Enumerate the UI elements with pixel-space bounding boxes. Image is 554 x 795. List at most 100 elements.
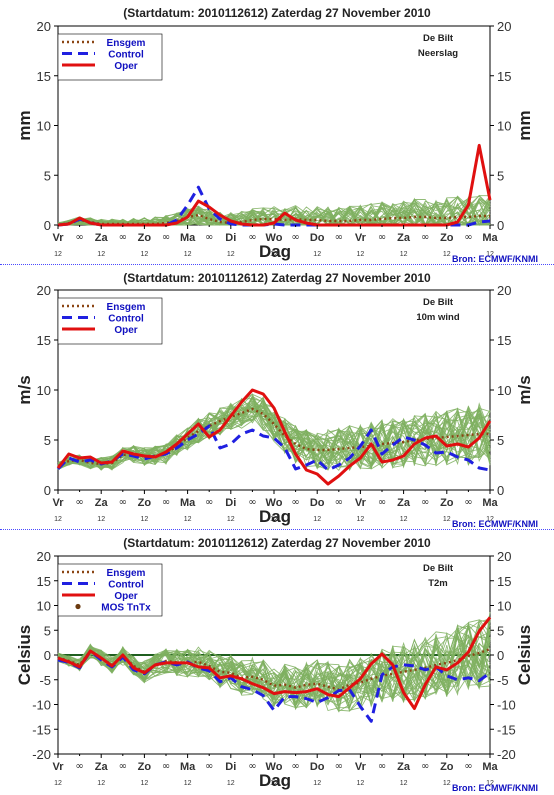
y-tick-label-left: -5 — [39, 673, 51, 688]
chart-title: (Startdatum: 2010112612) Zaterdag 27 Nov… — [123, 536, 431, 550]
x-day-label: Di — [225, 232, 236, 244]
x-infinity-mark: ∞ — [75, 232, 83, 243]
station-label: De Bilt — [423, 563, 454, 574]
x-infinity-mark: ∞ — [162, 232, 170, 243]
x-day-label: Zo — [138, 761, 152, 773]
x-infinity-mark: ∞ — [75, 497, 83, 508]
x-day-label: Ma — [482, 761, 498, 773]
x-day-label: Wo — [266, 761, 283, 773]
y-tick-label-left: 5 — [44, 433, 51, 448]
legend-box — [57, 563, 163, 617]
x-infinity-mark: ∞ — [248, 497, 256, 508]
x-infinity-mark: ∞ — [421, 497, 429, 508]
x-day-label: Za — [397, 497, 411, 509]
panel-t2m: (Startdatum: 2010112612) Zaterdag 27 Nov… — [15, 536, 538, 793]
ensemble-members — [57, 612, 491, 713]
x-infinity-mark: ∞ — [464, 232, 472, 243]
legend-box — [57, 33, 163, 81]
y-tick-label-right: 15 — [497, 574, 511, 589]
x-noon-label: 12 — [313, 516, 321, 523]
y-tick-label-left: 10 — [37, 119, 51, 134]
ensemble-member-line — [57, 630, 491, 707]
y-tick-label-left: 5 — [44, 168, 51, 183]
x-infinity-mark: ∞ — [378, 761, 386, 772]
x-day-label: Vr — [355, 761, 367, 773]
x-noon-label: 12 — [313, 251, 321, 258]
x-noon-label: 12 — [227, 780, 235, 787]
chart-title: (Startdatum: 2010112612) Zaterdag 27 Nov… — [123, 271, 431, 285]
y-tick-label-right: -10 — [497, 698, 516, 713]
x-noon-label: 12 — [54, 516, 62, 523]
x-noon-label: 12 — [141, 251, 149, 258]
variable-label: Neerslag — [418, 48, 458, 59]
y-tick-label-left: 20 — [37, 19, 51, 34]
x-noon-label: 12 — [227, 516, 235, 523]
y-tick-label-left: 0 — [44, 648, 51, 663]
ensemble-members — [57, 194, 491, 227]
x-day-label: Za — [95, 761, 109, 773]
x-day-label: Vr — [52, 761, 64, 773]
legend-label: Ensgem — [107, 302, 146, 313]
y-tick-label-right: 10 — [497, 599, 511, 614]
y-tick-label-right: 15 — [497, 333, 511, 348]
legend-label: Ensgem — [107, 568, 146, 579]
x-day-label: Vr — [355, 497, 367, 509]
x-day-label: Do — [310, 232, 325, 244]
y-axis-label-right: m/s — [515, 375, 534, 404]
x-day-label: Za — [95, 232, 109, 244]
station-label: De Bilt — [423, 33, 454, 44]
x-infinity-mark: ∞ — [378, 497, 386, 508]
x-noon-label: 12 — [184, 251, 192, 258]
x-day-label: Wo — [266, 232, 283, 244]
x-day-label: Ma — [180, 232, 196, 244]
x-day-label: Vr — [355, 232, 367, 244]
y-axis-label-right: mm — [515, 110, 534, 140]
x-infinity-mark: ∞ — [421, 761, 429, 772]
x-day-label: Vr — [52, 497, 64, 509]
y-tick-label-right: 10 — [497, 119, 511, 134]
ensemble-member-line — [57, 400, 491, 469]
panel-separator-1 — [0, 264, 554, 265]
x-noon-label: 12 — [270, 251, 278, 258]
x-noon-label: 12 — [443, 251, 451, 258]
panel-neerslag: (Startdatum: 2010112612) Zaterdag 27 Nov… — [15, 6, 538, 264]
x-infinity-mark: ∞ — [248, 761, 256, 772]
x-noon-label: 12 — [486, 516, 494, 523]
legend-label: Oper — [114, 591, 137, 602]
variable-label: 10m wind — [416, 312, 459, 323]
x-infinity-mark: ∞ — [464, 761, 472, 772]
x-day-label: Ma — [180, 761, 196, 773]
station-label: De Bilt — [423, 297, 454, 308]
x-infinity-mark: ∞ — [205, 232, 213, 243]
x-noon-label: 12 — [141, 780, 149, 787]
y-tick-label-right: 5 — [497, 433, 504, 448]
x-noon-label: 12 — [357, 251, 365, 258]
ensemble-member-line — [57, 199, 491, 226]
x-noon-label: 12 — [270, 780, 278, 787]
x-noon-label: 12 — [443, 516, 451, 523]
ensemble-member-line — [57, 644, 491, 702]
x-day-label: Za — [397, 232, 411, 244]
y-axis-label-left: Celsius — [15, 625, 34, 685]
y-tick-label-left: 20 — [37, 549, 51, 564]
x-infinity-mark: ∞ — [378, 232, 386, 243]
x-noon-label: 12 — [400, 251, 408, 258]
y-axis-label-left: mm — [15, 110, 34, 140]
x-axis-title: Dag — [259, 242, 291, 261]
x-day-label: Do — [310, 761, 325, 773]
legend-label: Control — [108, 50, 144, 61]
x-noon-label: 12 — [357, 516, 365, 523]
y-tick-label-right: 5 — [497, 623, 504, 638]
x-infinity-mark: ∞ — [291, 761, 299, 772]
x-day-label: Ma — [482, 497, 498, 509]
x-noon-label: 12 — [184, 780, 192, 787]
x-infinity-mark: ∞ — [291, 497, 299, 508]
chart-title: (Startdatum: 2010112612) Zaterdag 27 Nov… — [123, 6, 431, 20]
x-infinity-mark: ∞ — [119, 232, 127, 243]
x-infinity-mark: ∞ — [248, 232, 256, 243]
x-day-label: Ma — [180, 497, 196, 509]
y-tick-label-right: -15 — [497, 722, 516, 737]
